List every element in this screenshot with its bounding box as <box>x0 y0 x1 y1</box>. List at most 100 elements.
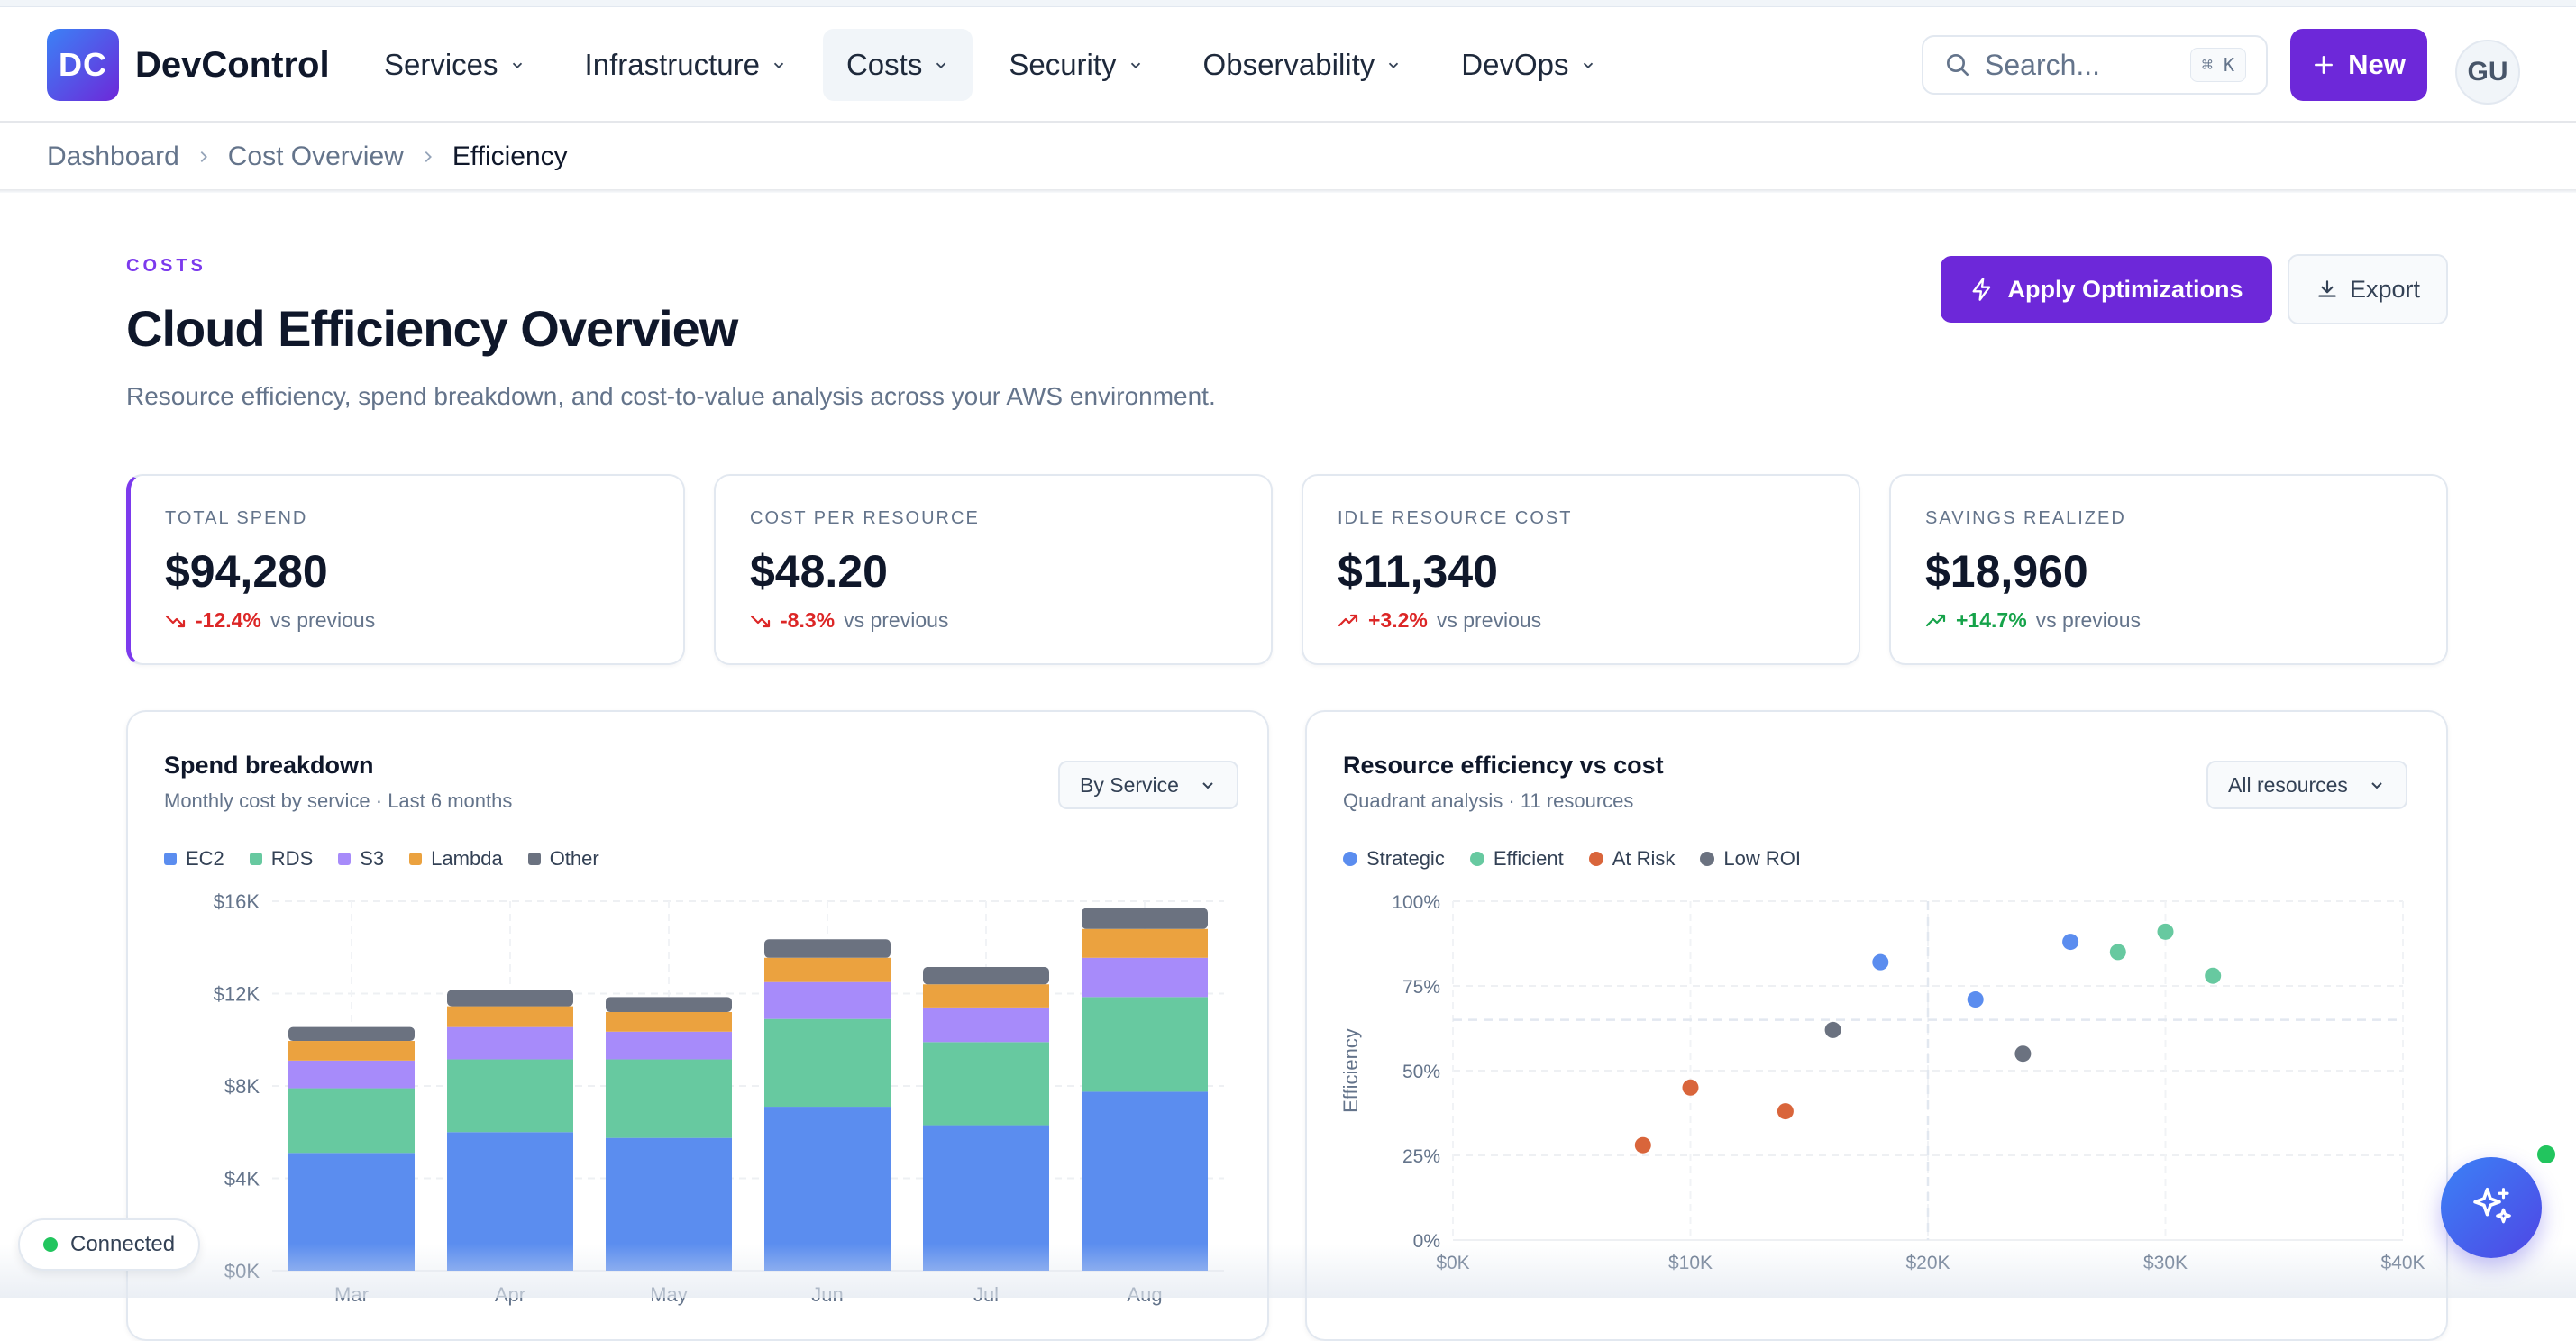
legend-efficient[interactable]: Efficient <box>1469 847 1564 871</box>
legend-swatch <box>527 853 541 865</box>
y-tick-label: $4K <box>224 1168 260 1190</box>
y-tick-label: $8K <box>224 1075 260 1098</box>
legend-strategic[interactable]: Strategic <box>1343 847 1445 871</box>
nav-label: Security <box>1009 48 1117 81</box>
nav-security[interactable]: Security <box>985 29 1166 101</box>
bar-segment-lambda <box>288 1041 415 1061</box>
section-eyebrow: COSTS <box>126 256 206 276</box>
legend-rds[interactable]: RDS <box>249 847 314 871</box>
legend-label: RDS <box>270 847 314 870</box>
kpi-compare: vs previous <box>844 608 949 632</box>
window-top-edge <box>0 0 2576 7</box>
bar-segment-lambda <box>764 957 891 982</box>
legend-swatch <box>338 853 352 865</box>
scatter-point-efficient <box>2205 967 2222 984</box>
card-title: Spend breakdown <box>164 752 374 779</box>
legend-at-risk[interactable]: At Risk <box>1588 847 1675 871</box>
select-value: By Service <box>1080 772 1179 797</box>
nav-services[interactable]: Services <box>361 29 549 101</box>
lightning-icon <box>1972 278 1991 301</box>
spend-stacked-bar-chart: $0K $4K $8K $12K $16K Mar Apr May Jun Jul Aug <box>214 890 1224 1306</box>
kpi-trend: -12.4% vs previous <box>165 608 649 633</box>
bar-segment-other <box>606 997 732 1012</box>
bar-segment-other <box>288 1026 415 1042</box>
nav-infrastructure[interactable]: Infrastructure <box>562 29 810 101</box>
bar-segment-s3 <box>764 981 891 1019</box>
apply-optimizations-button[interactable]: Apply Optimizations <box>1941 256 2272 323</box>
kpi-value: $11,340 <box>1338 546 1498 597</box>
legend-label: Lambda <box>431 847 503 870</box>
legend-swatch <box>164 853 177 865</box>
search-box[interactable]: Search... ⌘ K <box>1922 35 2268 95</box>
legend-label: S3 <box>360 847 385 870</box>
status-dot <box>43 1237 58 1252</box>
kpi-value: $18,960 <box>1925 546 2088 597</box>
bar-segment-rds <box>1082 997 1208 1092</box>
new-button-label: New <box>2348 49 2406 80</box>
x-tick-label: $40K <box>2380 1253 2425 1273</box>
x-tick-label: Apr <box>495 1283 525 1306</box>
brand-name[interactable]: DevControl <box>135 45 330 85</box>
nav-observability[interactable]: Observability <box>1180 29 1426 101</box>
legend-swatch <box>409 853 423 865</box>
bar-segment-lambda <box>606 1012 732 1032</box>
y-axis-label: Efficiency <box>1339 1028 1362 1113</box>
bar-segment-ec2 <box>288 1153 415 1271</box>
connection-label: Connected <box>70 1232 176 1256</box>
breadcrumb-cost-overview[interactable]: Cost Overview <box>227 141 404 171</box>
scatter-point-strategic <box>2062 934 2079 951</box>
export-label: Export <box>2349 275 2421 303</box>
kpi-delta: -12.4% <box>196 608 261 632</box>
legend-other[interactable]: Other <box>527 847 599 871</box>
new-button[interactable]: New <box>2290 29 2427 101</box>
legend-s3[interactable]: S3 <box>338 847 384 871</box>
export-button[interactable]: Export <box>2288 254 2448 324</box>
select-value: All resources <box>2228 772 2348 797</box>
user-avatar[interactable]: GU <box>2455 40 2520 105</box>
card-subtitle: Quadrant analysis · 11 resources <box>1343 789 1634 812</box>
bar-segment-lambda <box>447 1006 573 1027</box>
ai-assistant-button[interactable] <box>2441 1157 2542 1258</box>
kpi-label: TOTAL SPEND <box>165 508 308 528</box>
y-tick-label: 50% <box>1402 1062 1440 1082</box>
breadcrumb-dashboard[interactable]: Dashboard <box>47 141 179 171</box>
kpi-total-spend: TOTAL SPEND $94,280 -12.4% vs previous <box>126 474 685 665</box>
spend-breakdown-card: Spend breakdown Monthly cost by service … <box>126 710 1269 1341</box>
bar-segment-rds <box>923 1042 1049 1126</box>
x-tick-label: $30K <box>2143 1253 2188 1273</box>
legend-dot <box>1700 852 1715 866</box>
legend-label: Other <box>549 847 599 870</box>
kpi-trend: +14.7% vs previous <box>1925 608 2412 633</box>
x-tick-label: Mar <box>334 1283 369 1306</box>
resource-filter-select[interactable]: All resources <box>2206 761 2407 809</box>
search-icon <box>1947 54 1969 76</box>
connection-status[interactable]: Connected <box>18 1218 201 1271</box>
group-by-select[interactable]: By Service <box>1058 761 1238 809</box>
bar-segment-other <box>923 967 1049 985</box>
plus-icon <box>2315 56 2334 74</box>
legend-lambda[interactable]: Lambda <box>409 847 503 871</box>
trend-up-icon <box>1925 614 1946 626</box>
scatter-point-strategic <box>1967 991 1984 1008</box>
bar-segment-s3 <box>606 1031 732 1060</box>
scatter-point-at-risk <box>1682 1079 1699 1096</box>
nav-costs[interactable]: Costs <box>822 29 973 101</box>
apply-optimizations-label: Apply Optimizations <box>2007 275 2243 303</box>
legend-low-roi[interactable]: Low ROI <box>1700 847 1801 871</box>
scatter-point-efficient <box>2109 944 2126 961</box>
bar-segment-ec2 <box>764 1107 891 1271</box>
bar-segment-lambda <box>1082 928 1208 958</box>
bar-segment-ec2 <box>1082 1091 1208 1271</box>
scatter-point-low-roi <box>1824 1021 1841 1038</box>
legend-label: Strategic <box>1366 847 1445 870</box>
app-logo[interactable]: DC <box>47 29 119 101</box>
chevron-down-icon <box>773 62 784 68</box>
y-tick-label: 100% <box>1392 892 1440 913</box>
nav-devops[interactable]: DevOps <box>1438 29 1619 101</box>
kpi-compare: vs previous <box>1436 608 1542 632</box>
chevron-down-icon <box>936 62 946 68</box>
legend-ec2[interactable]: EC2 <box>164 847 224 871</box>
top-nav-bar: DC DevControl Services Infrastructure Co… <box>0 7 2576 123</box>
scatter-point-efficient <box>2157 923 2174 940</box>
trend-down-icon <box>750 615 771 627</box>
